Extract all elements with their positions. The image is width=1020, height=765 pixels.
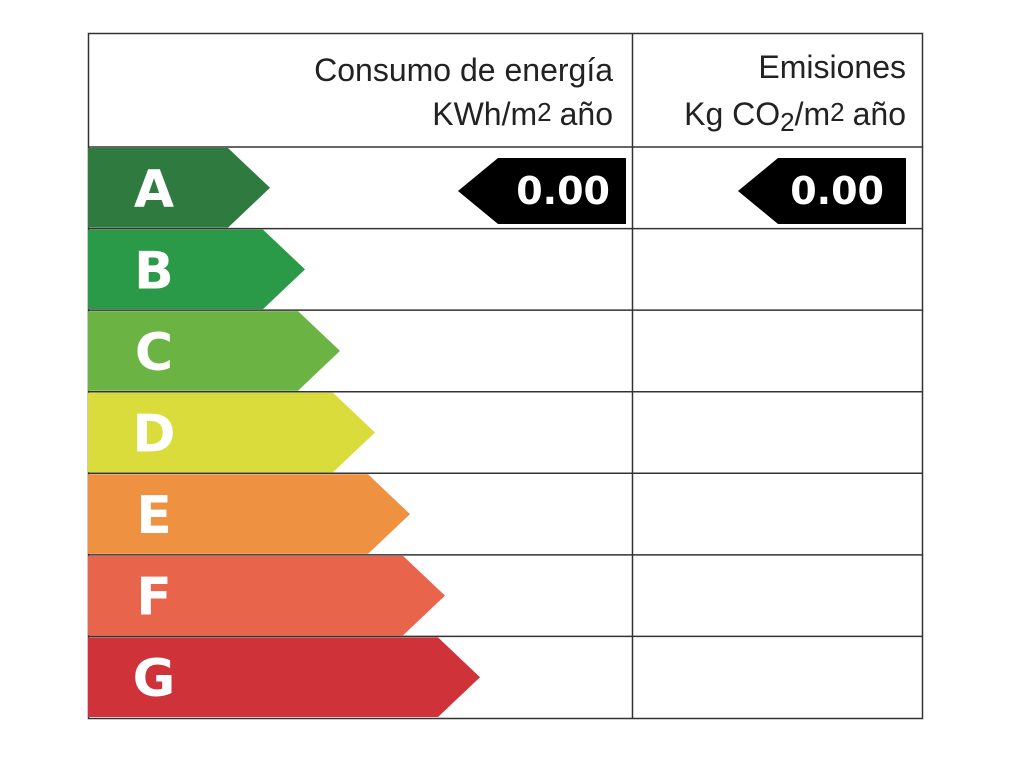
unit-part: 2 <box>780 107 794 137</box>
rating-arrow <box>88 474 410 554</box>
emissions-title: Emisiones <box>758 49 906 85</box>
emissions-value: 0.00 <box>790 169 884 213</box>
rating-letter: F <box>136 568 172 628</box>
unit-part: Kg CO <box>684 96 780 132</box>
rating-arrow <box>88 392 375 473</box>
rating-letter: A <box>134 160 174 220</box>
unit-part: KWh/m <box>432 96 537 132</box>
rating-letter: D <box>132 405 175 465</box>
rating-letter: B <box>134 241 174 301</box>
energy-title: Consumo de energía <box>314 52 613 88</box>
rating-letter: C <box>135 323 173 383</box>
rating-arrow <box>88 148 270 228</box>
energy-unit: KWh/m2 año <box>432 96 613 132</box>
rating-arrow <box>88 637 480 717</box>
unit-part: 2 <box>830 97 844 127</box>
unit-part: 2 <box>537 97 551 127</box>
unit-part: año <box>853 96 906 132</box>
unit-part: año <box>560 96 613 132</box>
unit-part: /m <box>795 96 831 132</box>
energy-marker <box>458 158 626 224</box>
rating-arrow <box>88 555 445 636</box>
rating-letter: E <box>136 486 172 546</box>
rating-letter: G <box>133 649 176 709</box>
rating-arrow <box>88 311 340 391</box>
emissions-marker <box>738 158 906 224</box>
emissions-unit: Kg CO2/m2 año <box>684 96 906 137</box>
energy-value: 0.00 <box>516 169 610 213</box>
rating-arrow <box>88 229 305 310</box>
